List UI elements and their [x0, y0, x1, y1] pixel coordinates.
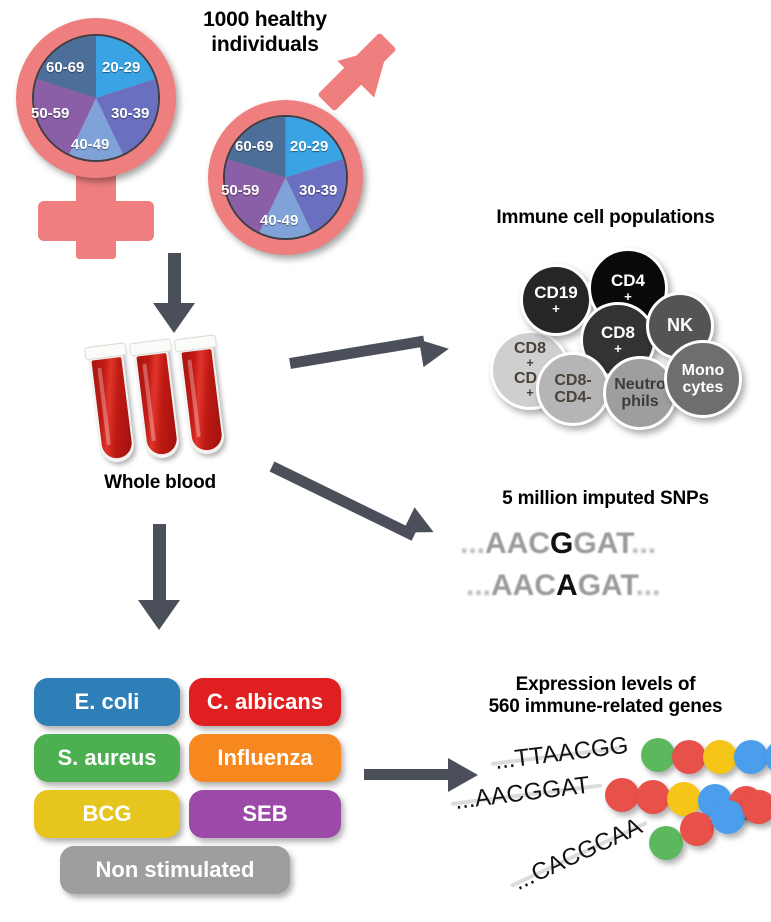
- immune-cell-monocytes: Mono cytes: [664, 340, 742, 418]
- blood-tube: [83, 342, 136, 465]
- expression-bead: [680, 812, 714, 846]
- cell-label-line1: Mono: [681, 361, 725, 379]
- snp-prefix: ...: [460, 527, 486, 560]
- female-age-pie: [32, 34, 160, 162]
- snp-sequence-row: ...AACAGAT...: [466, 569, 660, 603]
- cell-label-line1: CD19 +: [534, 282, 578, 316]
- snp-pre: AAC: [491, 569, 557, 602]
- stimulus-c-albicans[interactable]: C. albicans: [189, 678, 341, 726]
- expression-bead: [636, 780, 670, 814]
- male-pie-label-20-29: 20-29: [290, 138, 329, 155]
- blood-tubes-icon: [83, 330, 250, 465]
- cell-label-line1: CD8 +: [513, 339, 546, 370]
- male-symbol: 60-69 20-29 50-59 30-39 40-49: [200, 28, 415, 255]
- title-line-1: 1000 healthy: [203, 8, 327, 31]
- cell-label-line1: Neutro: [614, 375, 666, 393]
- immune-cell-neutrophils: Neutro phils: [603, 356, 677, 430]
- female-pie-label-40-49: 40-49: [71, 136, 110, 153]
- cell-label-line1: CD8-: [554, 371, 592, 389]
- male-pie-label-60-69: 60-69: [235, 138, 274, 155]
- expression-bead: [649, 826, 683, 860]
- female-pie-label-30-39: 30-39: [111, 105, 150, 122]
- snp-post: GAT: [577, 569, 636, 602]
- arrow-blood-to-snps: [269, 453, 462, 563]
- snps-title: 5 million imputed SNPs: [502, 488, 709, 509]
- arrow-blood-to-stimuli: [138, 524, 181, 632]
- expression-title: Expression levels of 560 immune-related …: [440, 674, 771, 719]
- female-crossbar: [38, 201, 154, 241]
- snp-post: GAT: [573, 527, 632, 560]
- strand-sequence: ...TTAACGG: [493, 731, 630, 775]
- arrow-shaft: [269, 461, 417, 541]
- expression-bead: [667, 782, 701, 816]
- snp-sequence-row: ...AACGGAT...: [460, 527, 656, 561]
- female-pie-label-60-69: 60-69: [46, 59, 85, 76]
- expression-bead: [672, 740, 706, 774]
- snp-suffix: ...: [631, 527, 657, 560]
- expression-bead: [605, 778, 639, 812]
- expression-title-line-2: 560 immune-related genes: [488, 696, 723, 718]
- strand-sequence: ...CACGCAA: [509, 812, 647, 896]
- expression-bead: [711, 800, 745, 834]
- male-pie-label-30-39: 30-39: [299, 182, 338, 199]
- stimulus-non-stimulated[interactable]: Non stimulated: [60, 846, 290, 894]
- female-symbol: 60-69 20-29 50-59 30-39 40-49: [8, 14, 194, 264]
- female-pie-label-50-59: 50-59: [31, 105, 70, 122]
- blood-tube: [128, 338, 181, 461]
- arrow-shaft: [168, 253, 181, 307]
- immune-cell-populations-title: Immune cell populations: [496, 207, 715, 228]
- snp-variant-allele: A: [556, 569, 578, 602]
- whole-blood-label: Whole blood: [104, 472, 216, 493]
- arrow-stimuli-to-expression: [364, 758, 484, 792]
- cell-label-line1: CD4 +: [610, 270, 645, 304]
- arrow-shaft: [289, 335, 426, 369]
- expression-title-line-1: Expression levels of: [515, 674, 696, 695]
- male-pie-label-50-59: 50-59: [221, 182, 260, 199]
- stimulus-bcg[interactable]: BCG: [34, 790, 180, 838]
- snp-sequence-block: ...AACGGAT... ...AACAGAT...: [460, 527, 760, 617]
- arrow-head: [153, 303, 195, 333]
- immune-cell-cluster: CD8 + CD4 + CD19 + CD4 + CD8 + NK CD8- CD4- N…: [440, 240, 771, 430]
- male-age-pie: [223, 115, 348, 240]
- expression-bead: [703, 740, 737, 774]
- expression-bead: [734, 740, 768, 774]
- cell-label-line2: CD4-: [554, 389, 592, 406]
- blood-tube: [173, 334, 226, 457]
- snp-variant-allele: G: [550, 527, 574, 560]
- expression-bead: [742, 790, 771, 824]
- snp-prefix: ...: [466, 569, 492, 602]
- page-title: 1000 healthy individuals: [170, 8, 360, 58]
- expression-strands: ...TTAACGG ...AACGGAT ...CACGCAA: [450, 730, 771, 910]
- female-pie-label-20-29: 20-29: [102, 59, 141, 76]
- arrow-individuals-to-blood: [153, 253, 196, 335]
- arrow-blood-to-immune-cells: [289, 330, 462, 376]
- expression-bead: [641, 738, 675, 772]
- arrow-shaft: [364, 769, 450, 780]
- cell-label-line1: CD8 +: [600, 322, 635, 356]
- snp-suffix: ...: [635, 569, 661, 602]
- cell-label-line1: NK: [667, 315, 693, 336]
- stimulus-s-aureus[interactable]: S. aureus: [34, 734, 180, 782]
- strand-sequence: ...AACGGAT: [453, 771, 592, 815]
- immune-cell-cd19: CD19 +: [520, 264, 592, 336]
- cell-label-line2: phils: [621, 393, 659, 410]
- arrow-shaft: [153, 524, 166, 604]
- arrow-head: [448, 758, 478, 792]
- male-pie-label-40-49: 40-49: [260, 212, 299, 229]
- stimulus-influenza[interactable]: Influenza: [189, 734, 341, 782]
- stimuli-panel: E. coli C. albicans S. aureus Influenza …: [34, 678, 344, 898]
- stimulus-seb[interactable]: SEB: [189, 790, 341, 838]
- title-line-2: individuals: [211, 32, 319, 56]
- arrow-head: [138, 600, 180, 630]
- immune-cell-cd8-cd4-neg: CD8- CD4-: [536, 352, 610, 426]
- snp-pre: AAC: [485, 527, 551, 560]
- stimulus-e-coli[interactable]: E. coli: [34, 678, 180, 726]
- expression-bead: [765, 740, 771, 774]
- cell-label-line2: cytes: [682, 379, 724, 396]
